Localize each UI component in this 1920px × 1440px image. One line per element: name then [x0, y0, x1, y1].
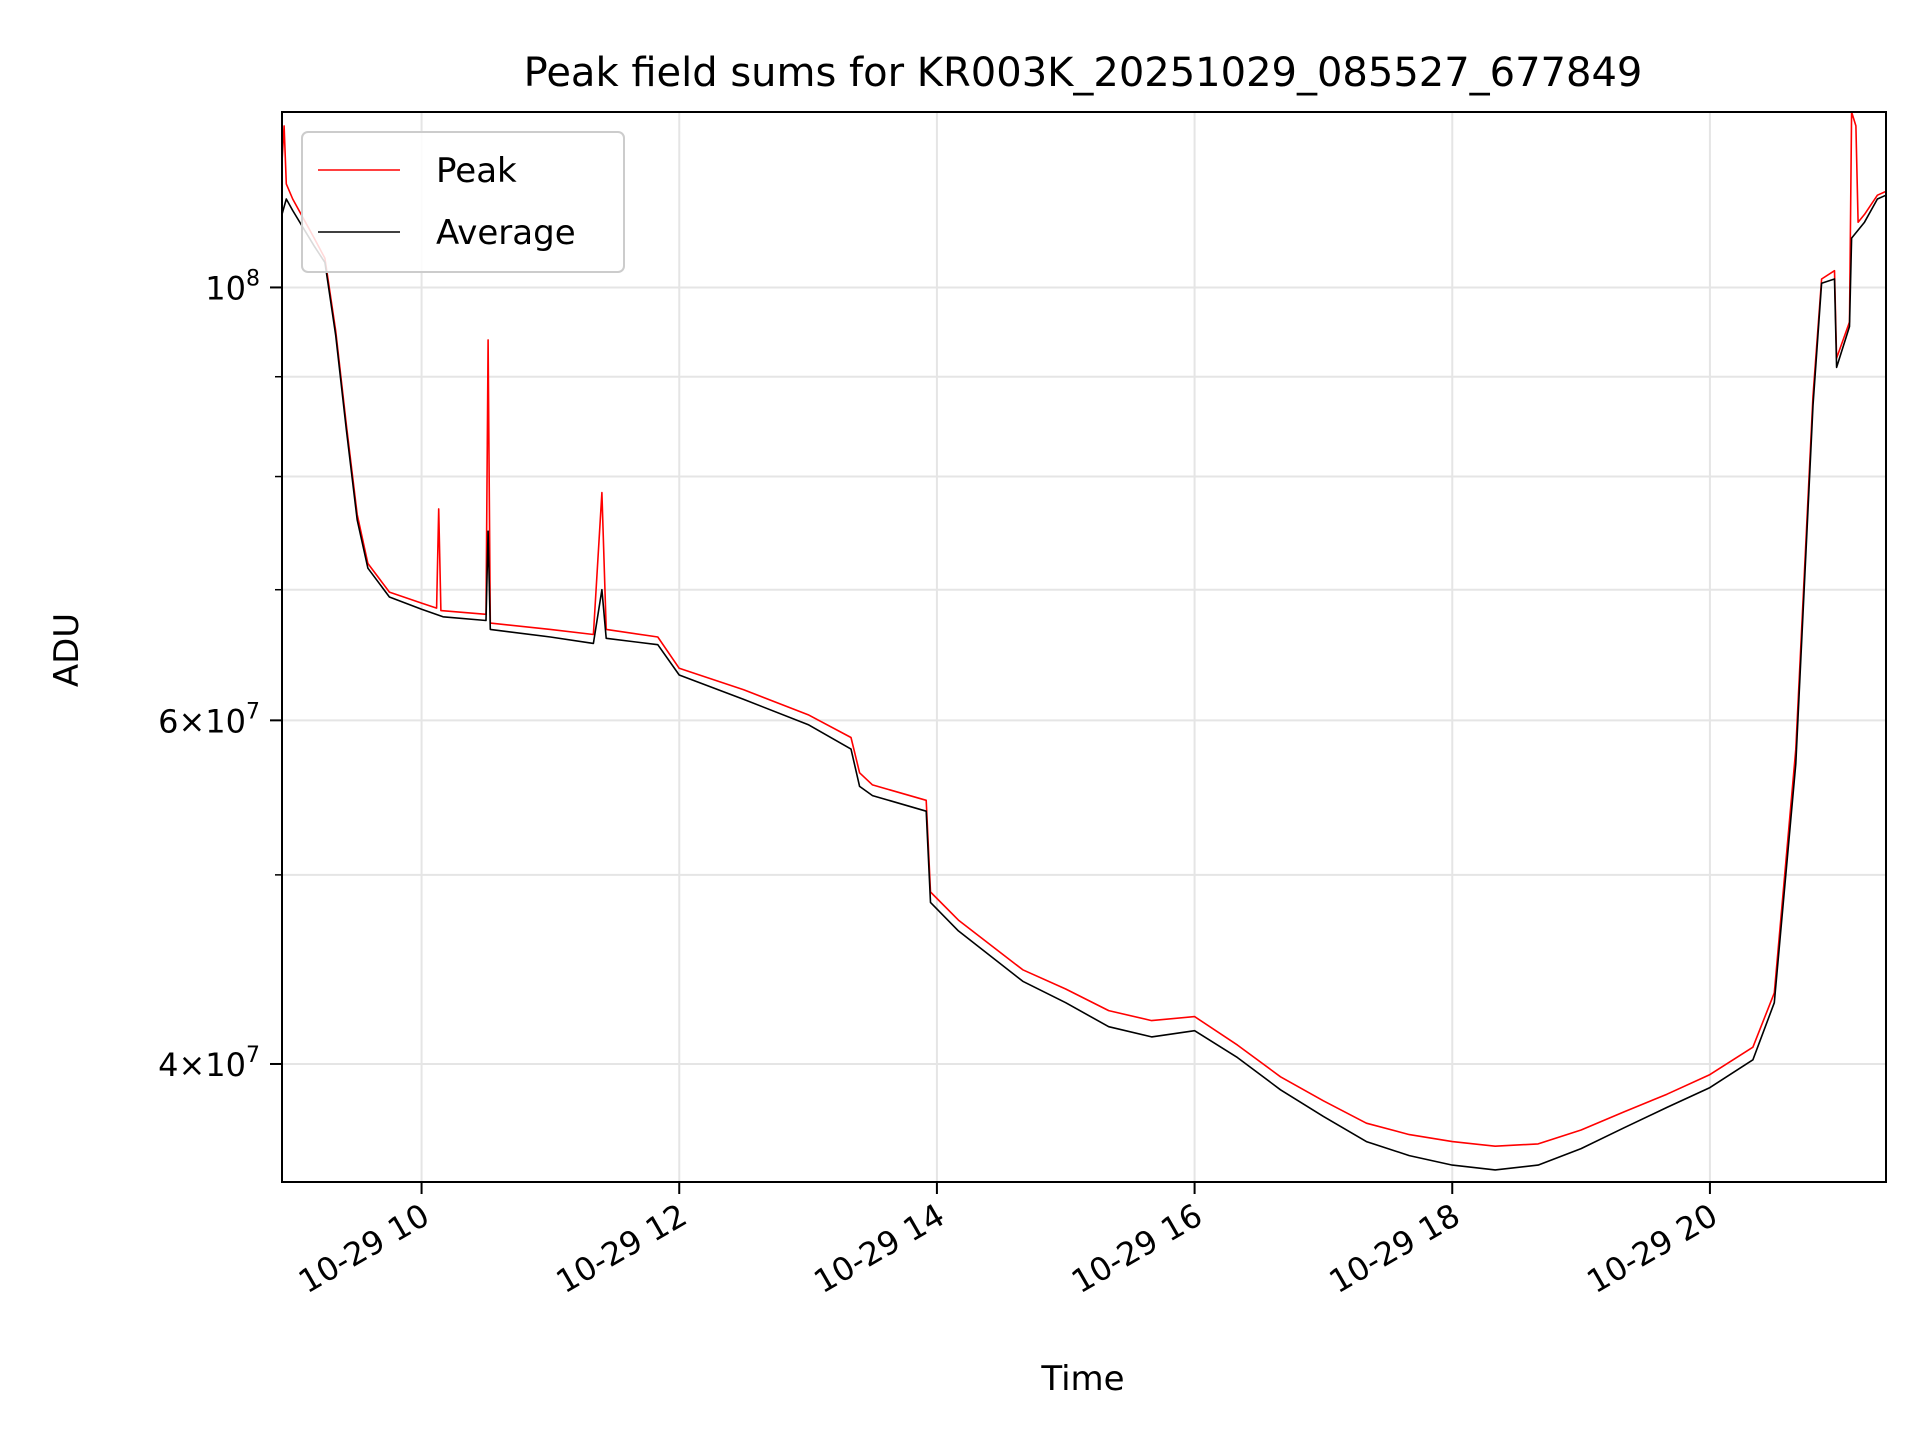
series-line-average [281, 194, 1887, 1171]
legend-label-peak: Peak [436, 151, 517, 191]
chart-title: Peak field sums for KR003K_20251029_0855… [524, 50, 1643, 96]
y-axis: 4×107 6×107 108 [158, 266, 282, 1084]
y-tick-label: 108 [205, 266, 260, 307]
y-axis-label: ADU [47, 613, 87, 687]
series-group [281, 111, 1887, 1171]
grid [282, 112, 1886, 1182]
x-axis-label: Time [1040, 1359, 1124, 1399]
legend: Peak Average [301, 131, 625, 273]
plot-frame [281, 111, 1887, 1183]
y-tick-label: 4×107 [158, 1043, 260, 1084]
legend-box [301, 131, 625, 273]
legend-label-average: Average [436, 213, 576, 253]
y-tick-label: 6×107 [158, 699, 260, 740]
